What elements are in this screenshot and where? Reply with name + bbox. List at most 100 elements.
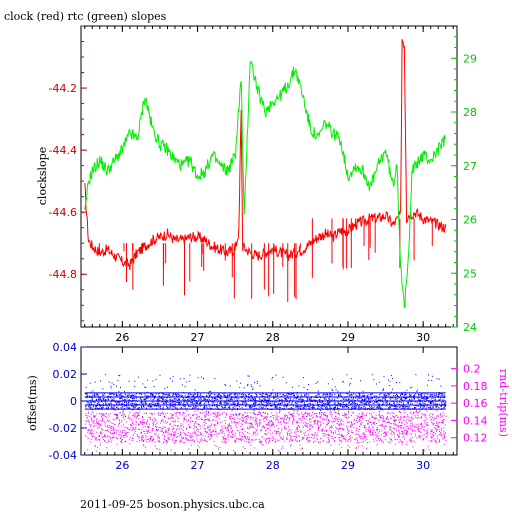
scatter-point <box>175 398 177 400</box>
scatter-point <box>90 429 92 431</box>
scatter-point <box>273 423 275 425</box>
scatter-point <box>195 435 197 437</box>
scatter-point <box>258 423 260 425</box>
scatter-point <box>236 403 238 404</box>
scatter-point <box>187 403 189 405</box>
scatter-point <box>90 425 92 427</box>
scatter-point <box>176 412 177 414</box>
scatter-point <box>102 403 104 405</box>
scatter-point <box>227 394 229 396</box>
scatter-point <box>91 394 93 396</box>
y-axis-label-clockslope: clockslope <box>36 147 49 205</box>
scatter-point <box>410 397 412 399</box>
scatter-point <box>279 417 281 419</box>
scatter-point <box>385 422 387 424</box>
scatter-point <box>409 398 411 400</box>
scatter-point <box>251 439 253 441</box>
scatter-point <box>359 401 361 403</box>
scatter-point <box>275 419 277 421</box>
scatter-point <box>230 425 232 427</box>
scatter-point <box>270 394 272 395</box>
scatter-point <box>281 446 283 448</box>
scatter-point <box>391 440 393 442</box>
scatter-point <box>393 395 395 396</box>
scatter-point <box>192 395 194 397</box>
scatter-point <box>418 412 420 414</box>
scatter-point <box>162 442 164 444</box>
scatter-point <box>91 403 93 405</box>
scatter-point <box>295 422 297 424</box>
scatter-point <box>426 397 427 399</box>
scatter-point <box>378 411 380 413</box>
scatter-point <box>437 414 439 416</box>
scatter-point <box>191 436 193 438</box>
scatter-point <box>418 416 420 418</box>
scatter-point <box>389 425 390 427</box>
series-line-rtc <box>84 60 447 308</box>
scatter-point <box>98 399 99 401</box>
scatter-point <box>124 430 126 432</box>
scatter-point <box>349 446 351 448</box>
scatter-point <box>304 394 306 396</box>
scatter-point <box>286 398 288 400</box>
scatter-point <box>123 405 125 407</box>
scatter-point <box>386 401 388 403</box>
scatter-point <box>131 401 133 403</box>
scatter-point <box>298 409 300 411</box>
scatter-point <box>179 403 181 405</box>
scatter-point <box>396 415 398 417</box>
scatter-point <box>191 439 193 441</box>
scatter-point <box>430 401 432 403</box>
scatter-point <box>271 412 273 414</box>
scatter-point <box>271 423 273 425</box>
scatter-point <box>129 412 131 414</box>
scatter-point <box>186 419 188 421</box>
scatter-point <box>343 398 345 400</box>
scatter-point <box>117 379 119 381</box>
scatter-point <box>245 395 247 397</box>
scatter-point <box>208 436 210 438</box>
scatter-point <box>405 433 407 435</box>
scatter-point <box>320 438 322 440</box>
scatter-point <box>334 421 336 422</box>
scatter-point <box>104 422 106 424</box>
scatter-point <box>328 438 330 440</box>
scatter-point <box>397 398 399 400</box>
scatter-point <box>147 432 149 434</box>
scatter-point <box>204 403 206 405</box>
scatter-point <box>286 437 288 438</box>
scatter-point <box>111 433 113 435</box>
scatter-point <box>103 398 105 400</box>
scatter-point <box>97 439 99 441</box>
scatter-point <box>129 443 131 445</box>
scatter-point <box>182 413 184 415</box>
scatter-point <box>197 394 198 396</box>
scatter-point <box>159 414 161 416</box>
scatter-point <box>365 398 367 400</box>
scatter-point <box>406 441 408 443</box>
scatter-point <box>103 436 105 437</box>
scatter-point <box>364 434 366 436</box>
scatter-point <box>363 425 365 427</box>
scatter-point <box>234 441 236 443</box>
scatter-point <box>297 420 299 422</box>
scatter-point <box>293 397 295 399</box>
scatter-point <box>411 386 413 388</box>
scatter-point <box>264 412 266 414</box>
scatter-point <box>308 424 310 426</box>
scatter-point <box>87 430 89 431</box>
scatter-point <box>311 434 313 436</box>
scatter-point <box>430 403 431 404</box>
scatter-point <box>271 405 273 407</box>
scatter-point <box>405 394 407 396</box>
scatter-point <box>325 393 327 395</box>
scatter-point <box>240 425 242 427</box>
scatter-point <box>197 377 199 379</box>
scatter-point <box>367 420 369 422</box>
scatter-point <box>156 401 158 403</box>
scatter-point <box>341 435 343 436</box>
scatter-point <box>185 437 187 439</box>
scatter-point <box>137 414 139 416</box>
scatter-point <box>339 440 341 442</box>
scatter-point <box>386 401 388 403</box>
